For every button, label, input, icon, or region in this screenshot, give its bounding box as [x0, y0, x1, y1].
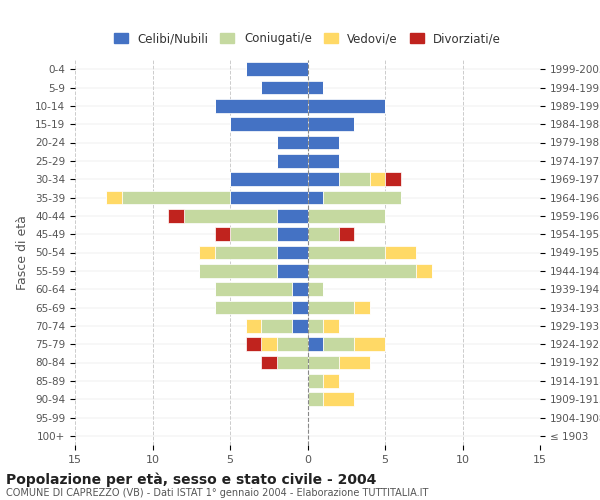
Bar — [215, 300, 292, 314]
Bar — [230, 190, 308, 204]
Bar — [215, 282, 292, 296]
Bar — [215, 99, 308, 112]
Bar — [245, 319, 261, 332]
Bar — [230, 228, 277, 241]
Bar — [308, 154, 338, 168]
Bar — [308, 136, 338, 149]
Bar — [261, 319, 292, 332]
Bar — [308, 319, 323, 332]
Bar — [277, 246, 308, 260]
Bar — [292, 282, 308, 296]
Bar — [308, 172, 338, 186]
Bar — [121, 190, 230, 204]
Bar — [338, 172, 370, 186]
Bar — [308, 246, 385, 260]
Bar — [308, 118, 354, 131]
Bar — [230, 172, 308, 186]
Bar — [308, 374, 323, 388]
Bar — [370, 172, 385, 186]
Bar — [354, 338, 385, 351]
Bar — [277, 136, 308, 149]
Bar — [308, 338, 323, 351]
Bar — [308, 264, 416, 278]
Bar — [292, 300, 308, 314]
Bar — [215, 228, 230, 241]
Bar — [277, 264, 308, 278]
Y-axis label: Fasce di età: Fasce di età — [16, 215, 29, 290]
Bar — [308, 80, 323, 94]
Bar — [245, 338, 261, 351]
Bar — [215, 246, 277, 260]
Bar — [261, 338, 277, 351]
Bar — [338, 356, 370, 370]
Bar — [230, 118, 308, 131]
Bar — [308, 392, 323, 406]
Bar — [277, 356, 308, 370]
Bar — [261, 356, 277, 370]
Bar — [308, 99, 385, 112]
Bar — [308, 282, 323, 296]
Bar — [277, 209, 308, 222]
Bar — [199, 246, 215, 260]
Bar — [323, 190, 401, 204]
Bar — [277, 338, 308, 351]
Bar — [308, 209, 385, 222]
Bar — [184, 209, 277, 222]
Bar — [277, 228, 308, 241]
Bar — [308, 228, 338, 241]
Legend: Celibi/Nubili, Coniugati/e, Vedovi/e, Divorziati/e: Celibi/Nubili, Coniugati/e, Vedovi/e, Di… — [109, 28, 506, 50]
Bar — [106, 190, 121, 204]
Bar — [168, 209, 184, 222]
Bar — [385, 172, 401, 186]
Bar — [416, 264, 431, 278]
Bar — [308, 190, 323, 204]
Bar — [338, 228, 354, 241]
Bar — [292, 319, 308, 332]
Bar — [323, 392, 354, 406]
Text: COMUNE DI CAPREZZO (VB) - Dati ISTAT 1° gennaio 2004 - Elaborazione TUTTITALIA.I: COMUNE DI CAPREZZO (VB) - Dati ISTAT 1° … — [6, 488, 428, 498]
Bar — [323, 374, 338, 388]
Bar — [385, 246, 416, 260]
Bar — [354, 300, 370, 314]
Bar — [308, 300, 354, 314]
Bar — [277, 154, 308, 168]
Bar — [245, 62, 308, 76]
Bar — [199, 264, 277, 278]
Text: Popolazione per età, sesso e stato civile - 2004: Popolazione per età, sesso e stato civil… — [6, 472, 376, 487]
Bar — [323, 338, 354, 351]
Bar — [308, 356, 338, 370]
Bar — [323, 319, 338, 332]
Bar — [261, 80, 308, 94]
